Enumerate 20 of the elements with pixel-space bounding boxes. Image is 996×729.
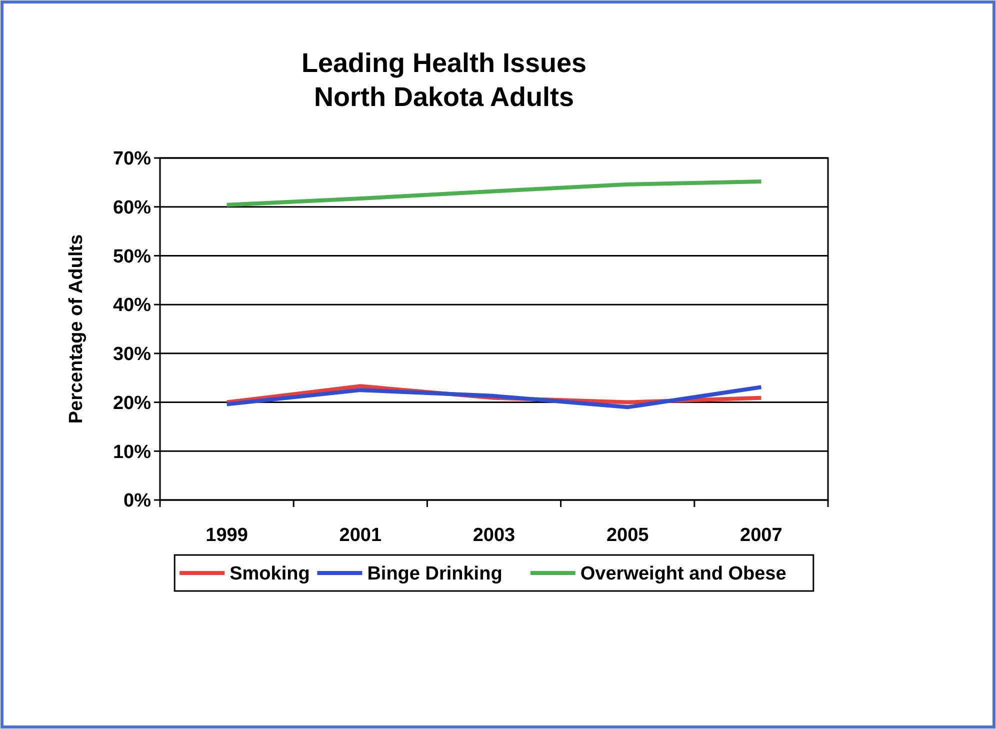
y-tick-label: 30%	[112, 344, 152, 366]
x-tick-label: 2001	[339, 525, 382, 546]
chart-title: Leading Health Issues North Dakota Adults	[301, 48, 587, 112]
line-series	[224, 179, 764, 207]
y-tick-label: 20%	[112, 392, 152, 414]
x-tick-label: 2005	[606, 525, 650, 546]
x-tick-label: 2003	[472, 525, 516, 546]
y-tick-label: 50%	[112, 246, 152, 268]
legend-label: Overweight and Obese	[580, 564, 786, 585]
y-tick-label: 60%	[112, 198, 152, 219]
y-tick-label: 10%	[112, 442, 152, 463]
y-tick-label: 0%	[124, 490, 152, 512]
line-series	[224, 385, 764, 410]
y-tick-label: 70%	[112, 148, 152, 170]
x-tick-label: 1999	[206, 525, 248, 546]
legend-label: Binge Drinking	[367, 564, 502, 585]
y-tick-label: 40%	[112, 295, 152, 316]
x-tick-label: 2007	[740, 525, 782, 546]
y-axis-title: Percentage of Adults	[66, 234, 87, 424]
legend-label: Smoking	[230, 564, 310, 585]
